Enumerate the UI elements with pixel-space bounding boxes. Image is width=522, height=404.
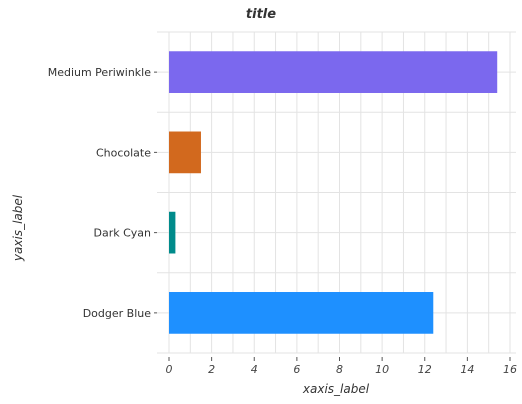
bars (169, 51, 498, 334)
x-tick-label: 8 (336, 363, 343, 376)
x-axis-label: xaxis_label (302, 382, 370, 396)
x-tick-label: 10 (375, 363, 389, 376)
category-label: Dark Cyan (93, 227, 151, 240)
x-tick-label: 6 (293, 363, 300, 376)
x-axis-ticks: 0 2 4 6 8 10 12 14 16 (166, 357, 517, 376)
x-tick-label: 0 (166, 363, 173, 376)
bar-medium-periwinkle (169, 51, 498, 93)
bar-chocolate (169, 131, 201, 174)
chart-title: title (246, 7, 276, 22)
y-axis-label: yaxis_label (11, 194, 25, 262)
x-tick-label: 16 (503, 363, 517, 376)
x-tick-label: 2 (208, 363, 215, 376)
x-tick-label: 4 (251, 363, 258, 376)
category-label: Dodger Blue (83, 307, 152, 320)
category-label: Medium Periwinkle (48, 66, 152, 79)
bar-dark-cyan (169, 211, 176, 254)
y-axis-categories: Dodger Blue Dark Cyan Chocolate Medium Peri… (48, 66, 157, 320)
x-tick-label: 12 (418, 363, 432, 376)
x-tick-label: 14 (460, 363, 474, 376)
category-label: Chocolate (96, 146, 151, 159)
bar-dodger-blue (169, 292, 434, 334)
